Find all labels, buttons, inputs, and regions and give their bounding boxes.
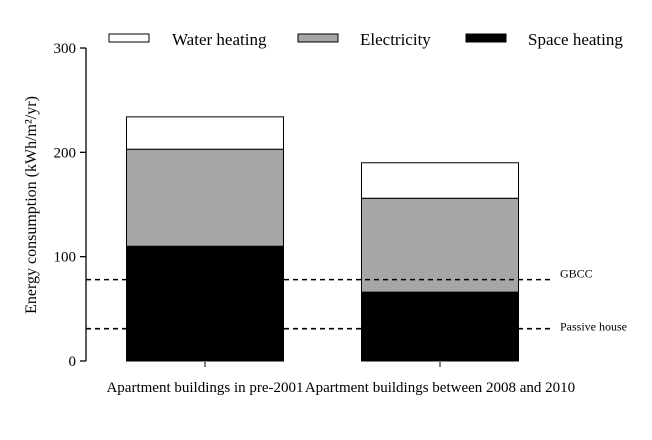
y-tick-label: 0 [69, 354, 77, 370]
legend-swatch-space-heating [465, 33, 507, 43]
y-tick-label: 100 [54, 250, 77, 266]
y-tick-label: 300 [54, 41, 77, 57]
y-tick-label: 200 [54, 145, 77, 161]
legend-swatch-electricity [297, 33, 339, 43]
reference-line-label: Passive house [560, 320, 627, 334]
bar-electricity-2 [361, 197, 519, 293]
bar-water-heating-2 [361, 162, 519, 199]
legend-label: Water heating [172, 30, 267, 49]
x-category-label: Apartment buildings in pre-2001 [106, 380, 303, 396]
reference-line-label: GBCC [560, 267, 593, 281]
bar-space-heating-1 [126, 245, 284, 362]
legend-label: Space heating [528, 30, 623, 49]
bar-electricity-1 [126, 148, 284, 247]
bar-space-heating-2 [361, 291, 519, 362]
bar-water-heating-1 [126, 116, 284, 150]
legend-swatch-water-heating [108, 33, 150, 43]
x-category-label: Apartment buildings between 2008 and 201… [305, 380, 575, 396]
legend-label: Electricity [360, 30, 431, 49]
y-axis-label: Energy consumption (kWh/m²/yr) [23, 96, 40, 314]
